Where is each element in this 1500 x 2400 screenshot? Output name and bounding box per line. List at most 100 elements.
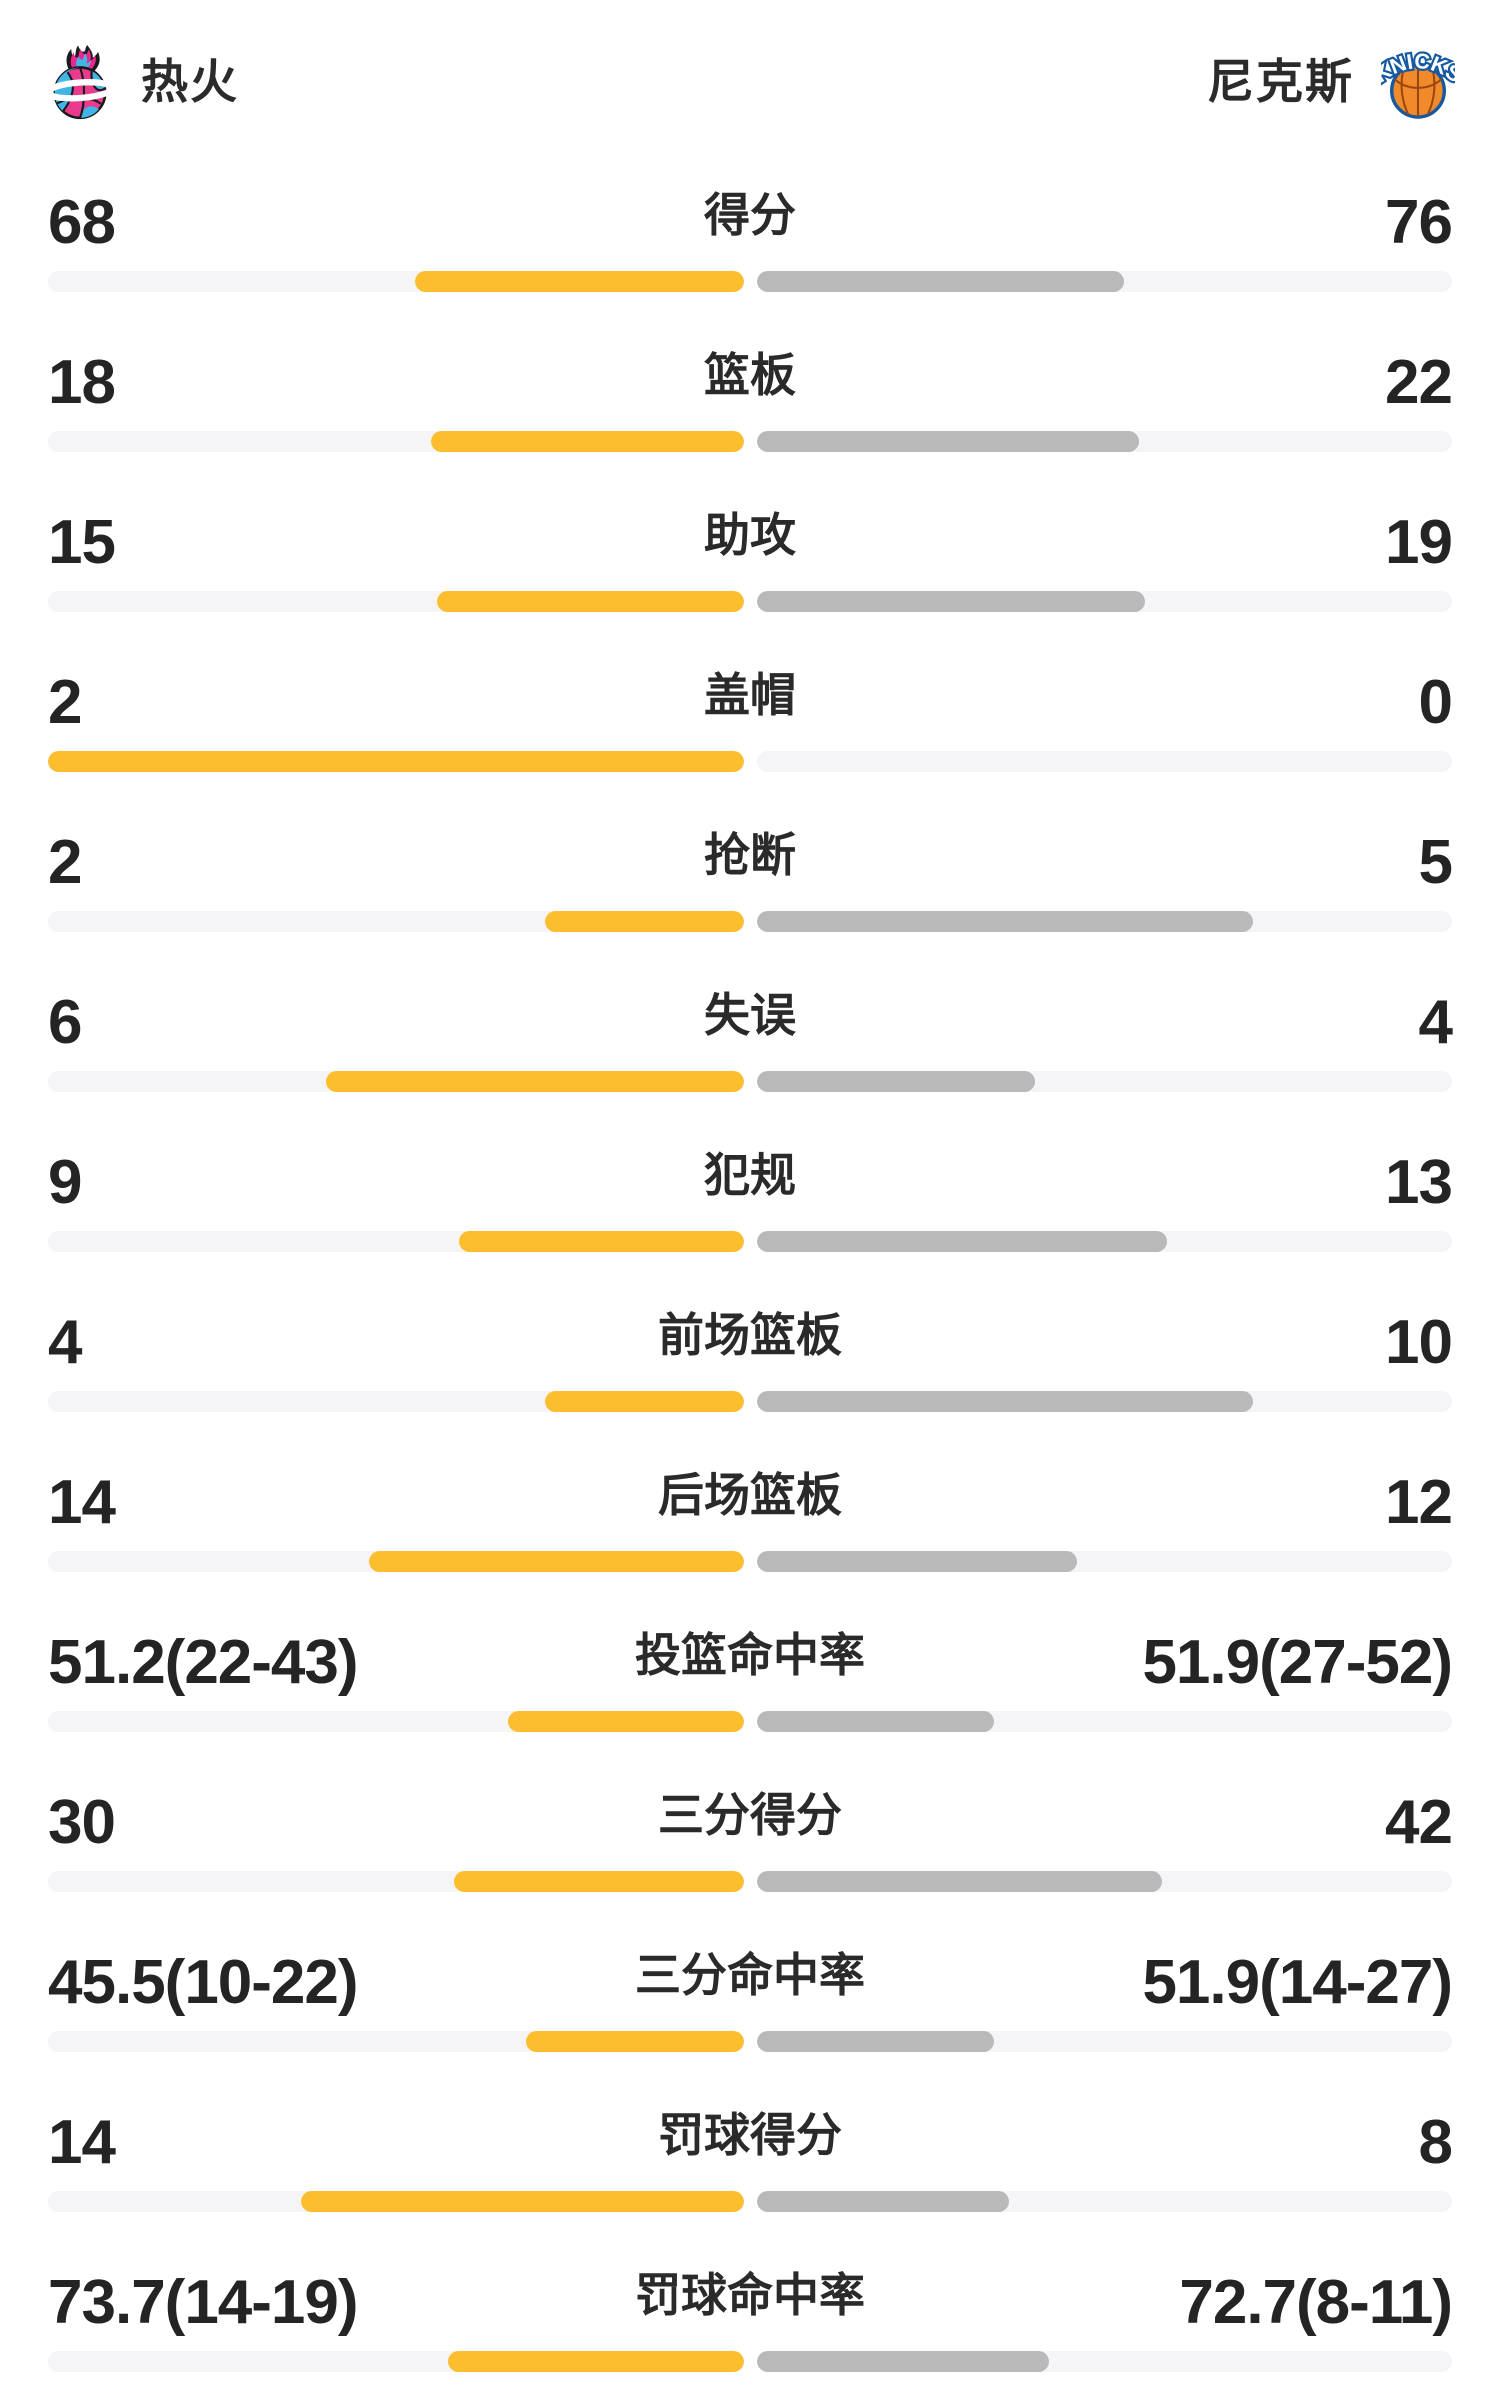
home-bar-track [48,1071,744,1092]
stat-label: 三分命中率 [635,1949,865,2001]
home-bar-fill [368,1551,744,1572]
stat-row-text: 18 篮板 22 [48,348,1453,417]
home-team-stat-value: 6 [48,988,82,1057]
home-team-stat-value: 2 [48,668,82,737]
away-bar-fill [756,1071,1035,1092]
home-bar-track [48,271,744,292]
home-bar-track [48,591,744,612]
home-team-stat-value: 73.7(14-19) [48,2268,359,2337]
stat-label: 前场篮板 [658,1309,842,1361]
home-team-header[interactable]: 热火 [48,42,239,122]
stat-label: 罚球命中率 [635,2269,865,2321]
home-team-name: 热火 [141,55,239,108]
stat-label: 投篮命中率 [635,1629,865,1681]
home-bar-track [48,431,744,452]
away-team-stat-value: 42 [1385,1788,1453,1857]
home-team-stat-value: 45.5(10-22) [48,1948,359,2017]
away-bar-fill [756,1711,995,1732]
home-team-stat-value: 15 [48,508,116,577]
stat-row-bars [48,1231,1452,1252]
away-bar-fill [756,1871,1163,1892]
stat-row-text: 15 助攻 19 [48,508,1453,577]
away-team-name: 尼克斯 [1207,55,1354,108]
away-bar-track [756,751,1452,772]
away-bar-track [756,1391,1452,1412]
stat-row-bars [48,2031,1452,2052]
stat-row-bars [48,2351,1452,2372]
home-bar-fill [300,2191,744,2212]
stat-row: 14 后场篮板 12 [0,1460,1500,1620]
stat-row: 2 盖帽 0 [0,660,1500,820]
away-bar-fill [756,271,1124,292]
stat-row-text: 14 罚球得分 8 [48,2108,1453,2177]
stat-row-text: 9 犯规 13 [48,1148,1453,1217]
home-team-stat-value: 2 [48,828,82,897]
stat-row-bars [48,1871,1452,1892]
away-bar-fill [756,2351,1050,2372]
home-bar-fill [430,431,744,452]
away-team-stat-value: 4 [1418,988,1453,1057]
home-team-stat-value: 18 [48,348,116,417]
away-bar-fill [756,911,1254,932]
stat-row: 18 篮板 22 [0,340,1500,500]
home-bar-fill [415,271,744,292]
stat-row-bars [48,591,1452,612]
away-team-header[interactable]: 尼克斯 KNICKS [1207,42,1455,122]
home-team-stat-value: 14 [48,2108,116,2177]
home-bar-fill [436,591,744,612]
home-bar-track [48,2191,744,2212]
away-bar-track [756,1071,1452,1092]
stat-row: 68 得分 76 [0,180,1500,340]
stat-row-bars [48,1711,1452,1732]
home-bar-fill [48,751,744,772]
home-bar-fill [326,1071,744,1092]
away-team-stat-value: 5 [1418,828,1453,897]
stat-row-bars [48,1071,1452,1092]
home-bar-fill [544,1391,744,1412]
home-bar-track [48,1871,744,1892]
away-bar-track [756,431,1452,452]
home-bar-track [48,2351,744,2372]
away-bar-track [756,1871,1452,1892]
away-team-stat-value: 76 [1385,188,1453,257]
stat-row-bars [48,431,1452,452]
home-team-stat-value: 51.2(22-43) [48,1628,359,1697]
away-bar-track [756,1711,1452,1732]
away-bar-fill [756,591,1146,612]
home-bar-track [48,911,744,932]
away-bar-track [756,591,1452,612]
stat-row: 14 罚球得分 8 [0,2100,1500,2260]
home-team-stat-value: 9 [48,1148,82,1217]
stat-label: 抢断 [704,829,796,881]
stat-row-bars [48,1391,1452,1412]
stat-label: 失误 [704,989,796,1041]
stat-row-text: 68 得分 76 [48,188,1453,257]
stat-row-text: 45.5(10-22) 三分命中率 51.9(14-27) [48,1948,1453,2017]
stat-row: 30 三分得分 42 [0,1780,1500,1940]
stat-row-text: 2 抢断 5 [48,828,1453,897]
away-team-stat-value: 51.9(14-27) [1142,1948,1453,2017]
home-team-stat-value: 4 [48,1308,82,1377]
away-team-stat-value: 19 [1385,508,1453,577]
away-bar-fill [756,1231,1168,1252]
home-bar-fill [448,2351,744,2372]
stat-row-text: 2 盖帽 0 [48,668,1453,737]
stat-row-text: 30 三分得分 42 [48,1788,1453,1857]
stat-row-text: 6 失误 4 [48,988,1453,1057]
heat-flame-blue [76,53,91,69]
heat-logo-icon [48,45,114,120]
knicks-ball-seams [1393,64,1443,117]
home-team-stat-value: 30 [48,1788,116,1857]
away-team-stat-value: 0 [1418,668,1453,737]
stat-row: 45.5(10-22) 三分命中率 51.9(14-27) [0,1940,1500,2100]
stat-row-bars [48,751,1452,772]
home-bar-track [48,1231,744,1252]
heat-white-ring [48,79,114,102]
home-team-stat-value: 14 [48,1468,116,1537]
stat-label: 盖帽 [704,669,796,721]
stats-list: 68 得分 76 18 篮板 22 [0,180,1500,2400]
away-team-stat-value: 10 [1385,1308,1453,1377]
away-bar-track [756,2031,1452,2052]
heat-ball-seams [56,67,106,119]
